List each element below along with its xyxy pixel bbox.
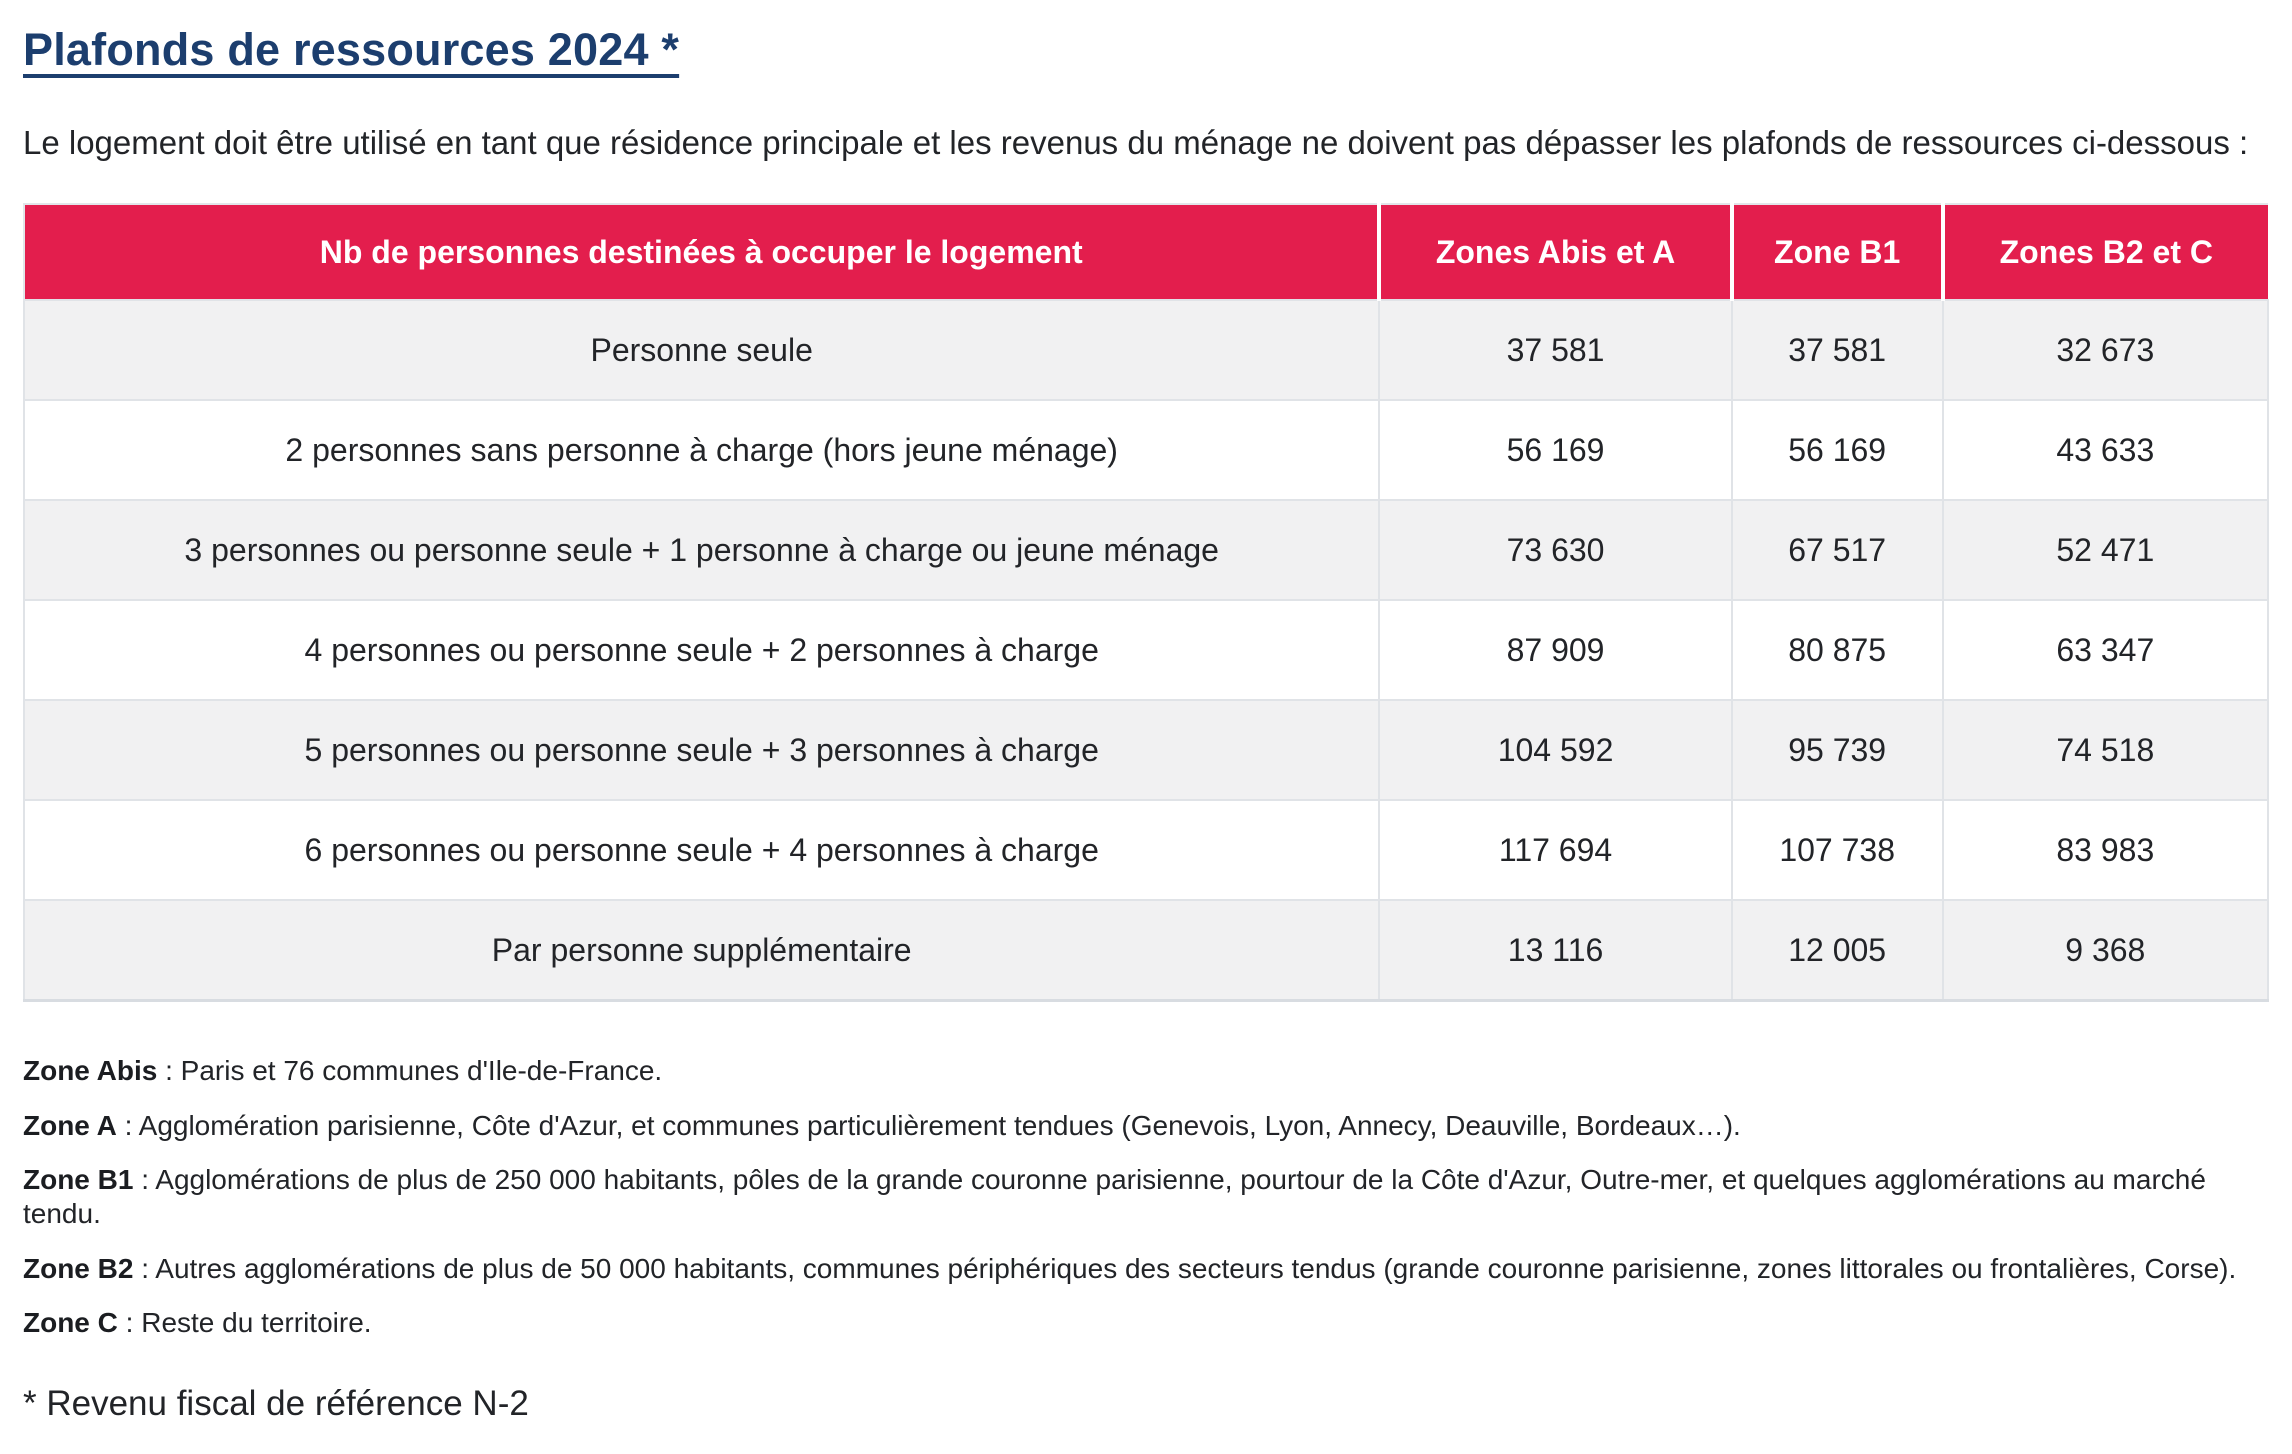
row-value: 80 875 [1730,599,1944,702]
zone-note: Zone B2 : Autres agglomérations de plus … [23,1252,2237,1284]
header-zones-b2-c: Zones B2 et C [1940,203,2268,301]
table-header-row: Nb de personnes destinées à occuper le l… [22,203,2268,301]
row-value: 52 471 [1941,499,2270,602]
resource-ceilings-table: Nb de personnes destinées à occuper le l… [22,203,2270,1003]
table-row: 6 personnes ou personne seule + 4 person… [22,799,2270,902]
row-value: 104 592 [1378,699,1733,802]
zone-note-term: Zone A [23,1109,117,1141]
table-row: Personne seule 37 581 37 581 32 673 [22,299,2270,402]
row-value: 12 005 [1730,899,1944,1002]
row-label: 2 personnes sans personne à charge (hors… [22,399,1381,502]
row-label: 3 personnes ou personne seule + 1 person… [22,499,1381,602]
row-value: 87 909 [1378,599,1733,702]
row-label: Personne seule [22,299,1381,402]
table-row: 5 personnes ou personne seule + 3 person… [22,699,2270,802]
row-value: 56 169 [1378,399,1733,502]
table-body: Personne seule 37 581 37 581 32 673 2 person… [22,299,2270,1002]
zone-notes: Zone Abis : Paris et 76 communes d'Ile-d… [23,1054,2269,1340]
table-row: 4 personnes ou personne seule + 2 person… [22,599,2270,702]
row-value: 43 633 [1941,399,2270,502]
table-row: Par personne supplémentaire 13 116 12 005 9… [22,899,2270,1002]
intro-text: Le logement doit être utilisé en tant qu… [23,124,2249,161]
row-value: 56 169 [1730,399,1944,502]
row-value: 83 983 [1941,799,2270,902]
header-occupants: Nb de personnes destinées à occuper le l… [22,203,1380,301]
row-value: 13 116 [1378,899,1733,1002]
row-value: 67 517 [1730,499,1944,602]
row-value: 74 518 [1941,699,2270,802]
row-value: 37 581 [1730,299,1944,402]
zone-note-term: Zone B1 [23,1164,134,1196]
zone-note-term: Zone Abis [23,1055,158,1087]
row-label: 6 personnes ou personne seule + 4 person… [22,799,1381,902]
row-value: 37 581 [1378,299,1733,402]
page-title: Plafonds de ressources 2024 * [23,24,680,75]
row-value: 117 694 [1378,799,1733,902]
zone-note-term: Zone C [23,1307,118,1339]
row-value: 107 738 [1730,799,1944,902]
footnote: * Revenu fiscal de référence N-2 [23,1383,529,1423]
row-label: 5 personnes ou personne seule + 3 person… [22,699,1381,802]
row-value: 73 630 [1378,499,1733,602]
header-zone-b1: Zone B1 [1729,203,1943,301]
row-label: Par personne supplémentaire [22,899,1381,1002]
row-label: 4 personnes ou personne seule + 2 person… [22,599,1381,702]
table-row: 2 personnes sans personne à charge (hors… [22,399,2270,502]
row-value: 95 739 [1730,699,1944,802]
zone-note: Zone C : Reste du territoire. [23,1307,372,1339]
zone-note: Zone B1 : Agglomérations de plus de 250 … [23,1164,2206,1230]
zone-note: Zone Abis : Paris et 76 communes d'Ile-d… [23,1055,663,1087]
zone-note: Zone A : Agglomération parisienne, Côte … [23,1109,1741,1141]
row-value: 63 347 [1941,599,2270,702]
row-value: 9 368 [1941,899,2270,1002]
header-zones-abis-a: Zones Abis et A [1377,203,1732,301]
row-value: 32 673 [1941,299,2270,402]
table-row: 3 personnes ou personne seule + 1 person… [22,499,2270,602]
zone-note-term: Zone B2 [23,1252,134,1284]
